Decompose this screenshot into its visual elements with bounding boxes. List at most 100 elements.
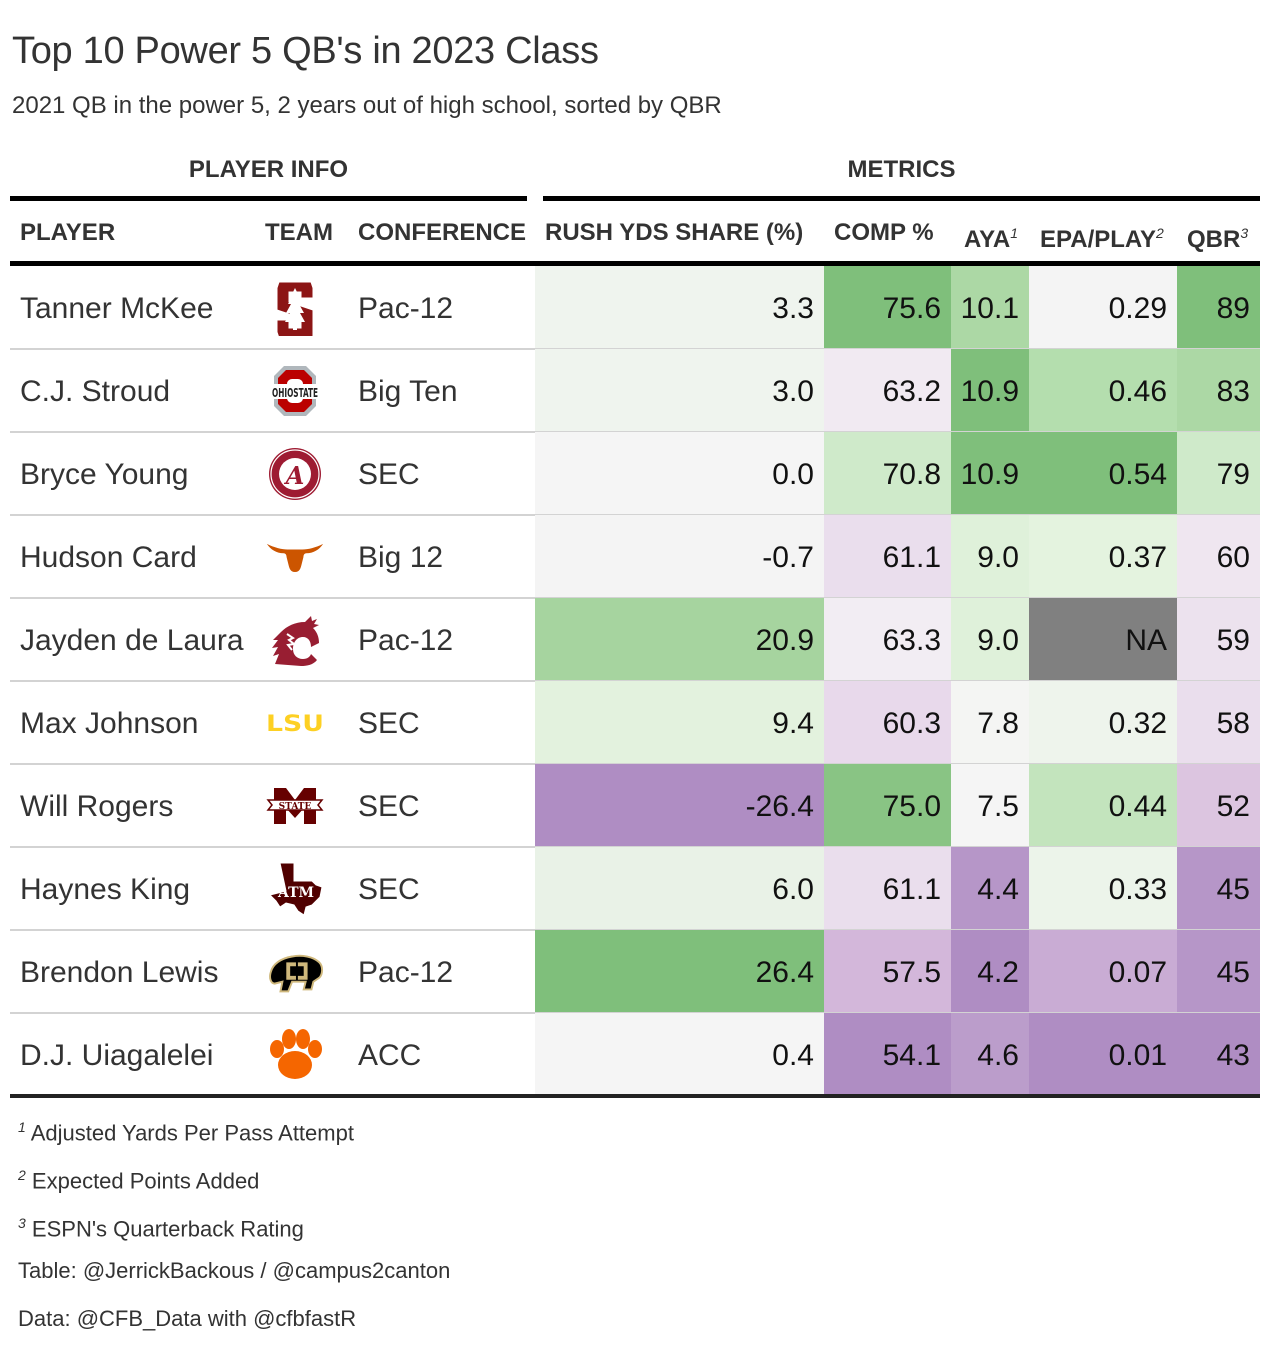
- cell-comp: 54.1: [824, 1013, 951, 1096]
- cell-qbr: 79: [1177, 432, 1260, 515]
- cell-rush-share: 3.3: [535, 266, 824, 349]
- player-name: Max Johnson: [20, 707, 199, 740]
- mississippi-state-logo: STATE: [265, 777, 325, 835]
- cell-qbr: 59: [1177, 598, 1260, 681]
- cell-comp: 70.8: [824, 432, 951, 515]
- cell-aya: 4.6: [951, 1013, 1029, 1096]
- conference: ACC: [358, 1039, 422, 1072]
- player-name: Will Rogers: [20, 790, 174, 823]
- player-name: C.J. Stroud: [20, 375, 171, 408]
- column-header-qbr: QBR3: [1187, 201, 1248, 261]
- footnote-mark: 3: [1240, 225, 1249, 241]
- footnote-text: Expected Points Added: [31, 1168, 260, 1194]
- column-header-comp: COMP %: [834, 219, 934, 246]
- table-row: Will Rogers STATE SEC -26.4 75.0 7.5 0.44 52: [10, 764, 1260, 847]
- conference: SEC: [358, 873, 420, 906]
- cell-comp: 63.3: [824, 598, 951, 681]
- player-name: Tanner McKee: [20, 292, 214, 325]
- footnote-text: Adjusted Yards Per Pass Attempt: [30, 1120, 354, 1146]
- table-row: C.J. Stroud OHIOSTATE Big Ten 3.0 63.2 10.9 0.…: [10, 349, 1260, 432]
- cell-aya: 7.5: [951, 764, 1029, 847]
- spanner-rule-metrics: [543, 196, 1260, 201]
- table-row: Hudson Card Big 12 -0.7 61.1 9.0 0.37 60: [10, 515, 1260, 598]
- footnote-mark: 2: [18, 1167, 26, 1183]
- cell-rush-share: -0.7: [535, 515, 824, 598]
- footnote: 3 ESPN's Quarterback Rating: [18, 1204, 450, 1252]
- cell-comp: 75.6: [824, 266, 951, 349]
- cell-comp: 61.1: [824, 515, 951, 598]
- colorado-logo: [265, 943, 325, 1001]
- cell-epa: 0.37: [1029, 515, 1177, 598]
- svg-text:ATM: ATM: [277, 885, 314, 901]
- footnote-text: ESPN's Quarterback Rating: [31, 1216, 304, 1242]
- table-subtitle: 2021 QB in the power 5, 2 years out of h…: [12, 92, 722, 119]
- cell-rush-share: 9.4: [535, 681, 824, 764]
- stanford-logo: [265, 279, 325, 337]
- cell-aya: 10.9: [951, 432, 1029, 515]
- cell-epa: NA: [1029, 598, 1177, 681]
- table-bottom-rule: [10, 1094, 1260, 1098]
- svg-text:OHIOSTATE: OHIOSTATE: [272, 386, 318, 400]
- cell-comp: 75.0: [824, 764, 951, 847]
- cell-aya: 4.2: [951, 930, 1029, 1013]
- player-name: Brendon Lewis: [20, 956, 219, 989]
- column-header-qbr-label: QBR: [1187, 226, 1241, 253]
- svg-text:A: A: [284, 461, 305, 490]
- cell-aya: 7.8: [951, 681, 1029, 764]
- cell-qbr: 58: [1177, 681, 1260, 764]
- table-row: Bryce Young A SEC 0.0 70.8 10.9 0.54 79: [10, 432, 1260, 515]
- player-name: Bryce Young: [20, 458, 189, 491]
- cell-rush-share: -26.4: [535, 764, 824, 847]
- cell-aya: 9.0: [951, 515, 1029, 598]
- conference: SEC: [358, 790, 420, 823]
- header-rule: [10, 261, 1260, 266]
- footnote: 1 Adjusted Yards Per Pass Attempt: [18, 1108, 450, 1156]
- source-note-table: Table: @JerrickBackous / @campus2canton: [18, 1258, 451, 1283]
- cell-rush-share: 6.0: [535, 847, 824, 930]
- table-row: Tanner McKee Pac-12 3.3 75.6 10.1 0.29 89: [10, 266, 1260, 349]
- conference: Pac-12: [358, 956, 454, 989]
- cell-comp: 61.1: [824, 847, 951, 930]
- cell-rush-share: 0.0: [535, 432, 824, 515]
- footnote-mark: 2: [1156, 225, 1164, 241]
- cell-qbr: 60: [1177, 515, 1260, 598]
- cell-qbr: 45: [1177, 930, 1260, 1013]
- table-row: Haynes King ATM SEC 6.0 61.1 4.4 0.33 45: [10, 847, 1260, 930]
- column-header-aya-label: AYA: [964, 226, 1011, 253]
- table-row: D.J. Uiagalelei ACC 0.4 54.1 4.6 0.01 43: [10, 1013, 1260, 1096]
- player-name: Haynes King: [20, 873, 191, 906]
- cell-aya: 10.9: [951, 349, 1029, 432]
- table-row: Brendon Lewis Pac-12 26.4 57.5 4.2 0.07 45: [10, 930, 1260, 1013]
- cell-rush-share: 26.4: [535, 930, 824, 1013]
- column-header-epa: EPA/PLAY2: [1040, 201, 1164, 261]
- conference: SEC: [358, 458, 420, 491]
- conference: Big Ten: [358, 375, 458, 408]
- player-name: Jayden de Laura: [20, 624, 244, 657]
- washington-state-logo: [265, 611, 325, 669]
- cell-qbr: 43: [1177, 1013, 1260, 1096]
- table-title: Top 10 Power 5 QB's in 2023 Class: [12, 30, 599, 72]
- conference: Pac-12: [358, 292, 454, 325]
- cell-qbr: 89: [1177, 266, 1260, 349]
- column-header-player: PLAYER: [20, 219, 116, 246]
- player-name: Hudson Card: [20, 541, 197, 574]
- cell-rush-share: 3.0: [535, 349, 824, 432]
- column-header-rush-share: RUSH YDS SHARE (%): [545, 219, 804, 246]
- lsu-logo: LSU: [265, 694, 325, 752]
- footnote-mark: 1: [1010, 225, 1019, 241]
- spanner-metrics: METRICS: [847, 156, 956, 183]
- column-header-row: PLAYER TEAM CONFERENCE RUSH YDS SHARE (%…: [10, 201, 1260, 261]
- conference: Big 12: [358, 541, 444, 574]
- cell-epa: 0.33: [1029, 847, 1177, 930]
- cell-aya: 4.4: [951, 847, 1029, 930]
- player-name: D.J. Uiagalelei: [20, 1039, 214, 1072]
- cell-comp: 60.3: [824, 681, 951, 764]
- footnote-mark: 3: [18, 1215, 26, 1231]
- texas-am-logo: ATM: [265, 860, 325, 918]
- cell-aya: 9.0: [951, 598, 1029, 681]
- conference: Pac-12: [358, 624, 454, 657]
- spanner-rule-player-info: [10, 196, 527, 201]
- clemson-logo: [265, 1026, 325, 1084]
- cell-epa: 0.54: [1029, 432, 1177, 515]
- spanner-player-info: PLAYER INFO: [188, 156, 349, 183]
